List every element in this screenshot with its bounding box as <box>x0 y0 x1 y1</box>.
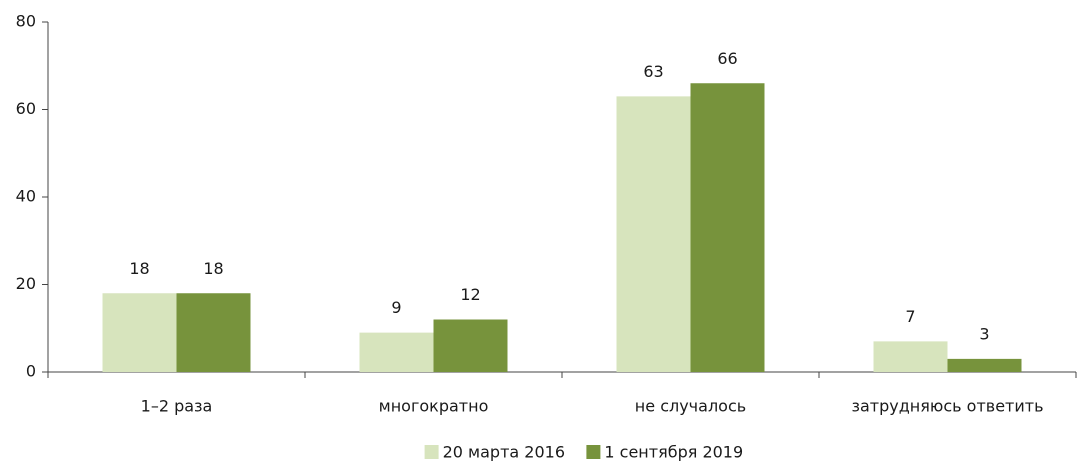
x-tick-label: 1–2 раза <box>141 397 213 416</box>
bar <box>176 293 251 372</box>
bar <box>102 293 177 372</box>
data-label: 18 <box>129 259 149 278</box>
data-label: 18 <box>203 259 223 278</box>
bar <box>690 83 765 372</box>
data-label: 7 <box>905 307 915 326</box>
y-tick-label: 40 <box>16 187 36 206</box>
y-tick-label: 60 <box>16 99 36 118</box>
x-tick-label: не случалось <box>635 397 746 416</box>
bar <box>359 332 434 372</box>
y-tick-label: 20 <box>16 274 36 293</box>
legend-swatch <box>424 445 439 459</box>
data-label: 12 <box>460 285 480 304</box>
y-tick-label: 80 <box>16 12 36 31</box>
bar <box>616 96 691 372</box>
legend-label: 1 сентября 2019 <box>604 443 743 462</box>
x-tick-label: многократно <box>379 397 489 416</box>
legend-label: 20 марта 2016 <box>443 443 565 462</box>
y-tick-label: 0 <box>26 362 36 381</box>
bar <box>873 341 948 372</box>
bar <box>433 319 508 372</box>
data-label: 63 <box>643 62 663 81</box>
data-label: 9 <box>391 298 401 317</box>
bar <box>947 358 1022 372</box>
legend-swatch <box>586 445 601 459</box>
data-label: 66 <box>717 49 737 68</box>
data-label: 3 <box>979 324 989 343</box>
x-tick-label: затрудняюсь ответить <box>851 397 1043 416</box>
